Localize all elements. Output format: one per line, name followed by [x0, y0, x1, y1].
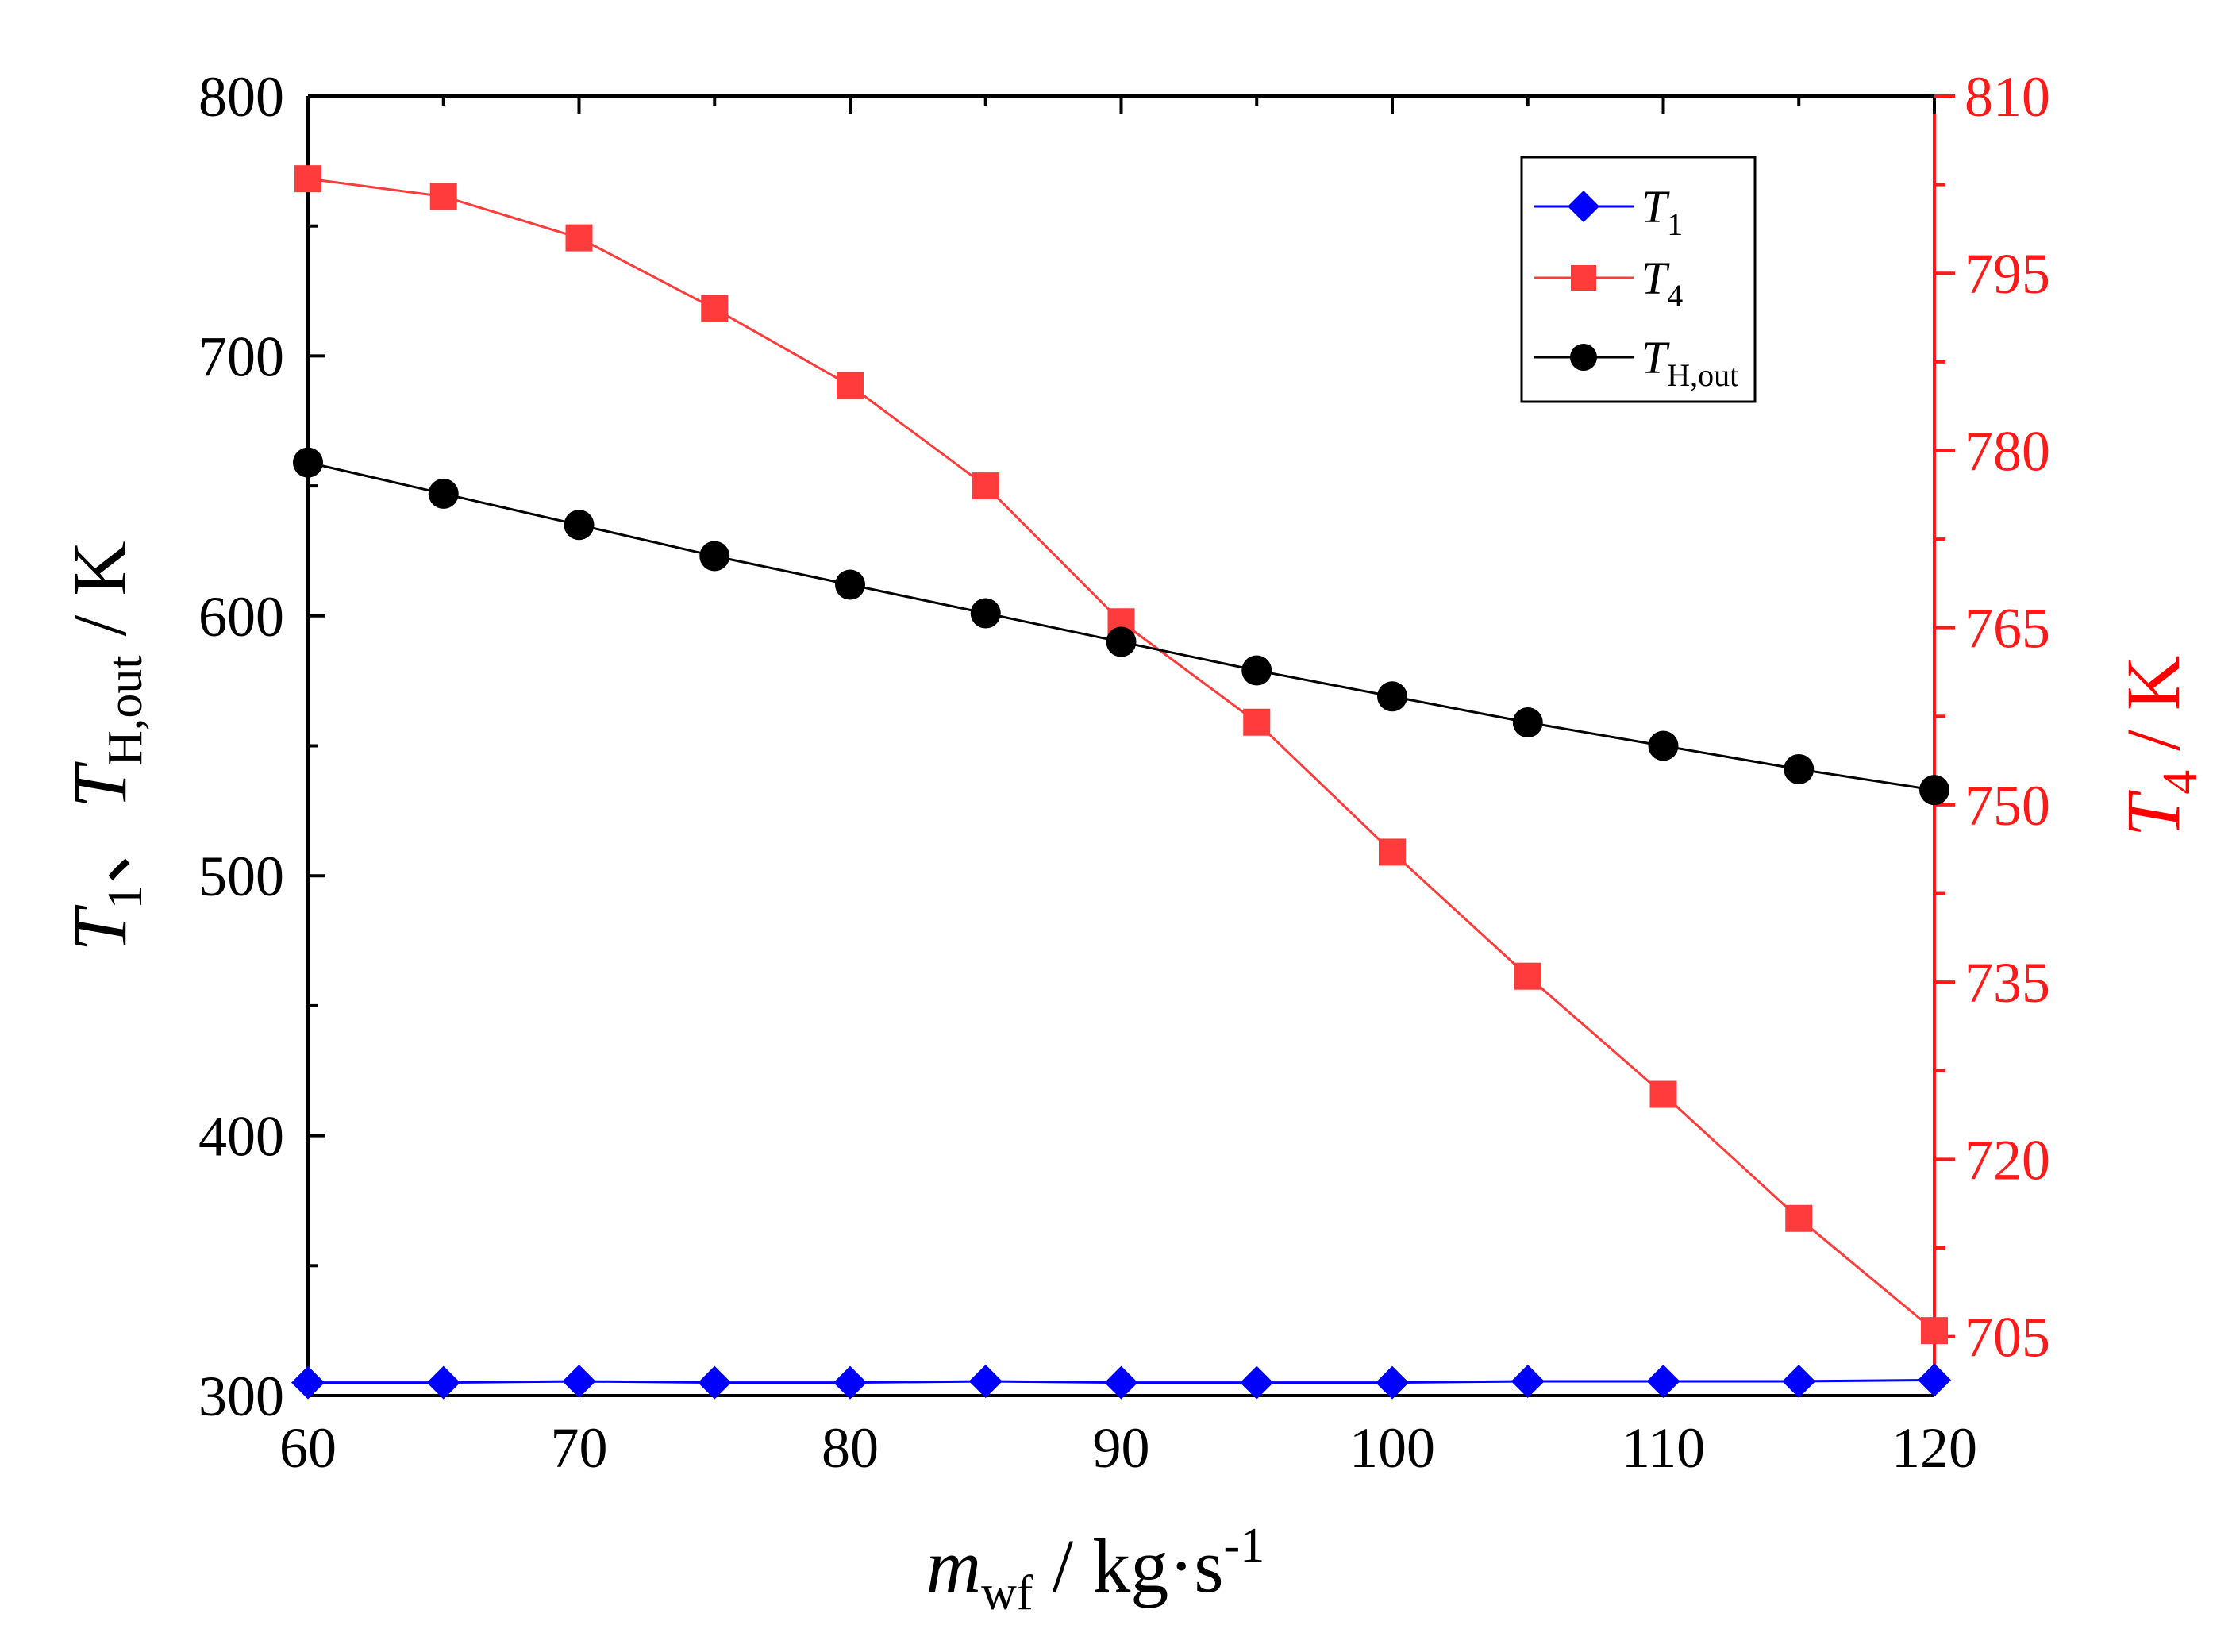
y-right-tick-label: 810	[1965, 65, 2050, 129]
legend-label: T4	[1641, 252, 1683, 314]
x-tick-label: 60	[279, 1416, 337, 1480]
legend-label-sub: 1	[1667, 206, 1683, 242]
y-left-title-unit: / K	[57, 541, 142, 655]
legend-label-main: T	[1641, 252, 1670, 304]
x-axis-title-sup: -1	[1224, 1519, 1265, 1573]
data-point-4	[1514, 962, 1541, 990]
data-point-1	[1376, 1365, 1409, 1400]
data-point-4	[429, 183, 457, 210]
data-point-1	[1240, 1365, 1274, 1400]
y-left-title-t1: T	[57, 904, 142, 952]
y-left-tick-label: 800	[198, 65, 284, 129]
y-right-title-sub: 4	[2153, 770, 2207, 795]
legend-marker-circle	[1570, 344, 1597, 371]
data-point-4	[1379, 838, 1406, 866]
data-point-4	[1243, 708, 1271, 736]
y-left-title-th: T	[57, 761, 142, 808]
legend-label: T1	[1641, 181, 1683, 242]
data-point-H-out	[1106, 626, 1137, 657]
data-point-H-out	[428, 478, 459, 509]
x-axis-title-sub: wf	[981, 1566, 1033, 1620]
x-axis-title: mwf / kg·s-1	[926, 1519, 1264, 1620]
data-point-1	[562, 1364, 596, 1398]
y-right-title-unit: / K	[2111, 656, 2196, 770]
y-right-tick-label: 795	[1965, 242, 2050, 306]
data-point-H-out	[564, 510, 595, 541]
y-right-tick-label: 735	[1965, 951, 2050, 1015]
data-point-H-out	[1377, 681, 1407, 712]
legend-label-main: T	[1641, 332, 1670, 383]
y-left-tick-label: 400	[198, 1105, 284, 1169]
x-tick-label: 100	[1349, 1416, 1435, 1480]
data-point-H-out	[970, 598, 1001, 629]
x-tick-label: 110	[1622, 1416, 1705, 1480]
data-point-4	[294, 165, 321, 193]
legend-marker-diamond	[1568, 191, 1599, 222]
data-point-4	[565, 224, 593, 252]
data-point-H-out	[1512, 707, 1543, 738]
data-point-1	[1782, 1364, 1816, 1398]
y-right-tick-label: 720	[1965, 1128, 2050, 1192]
legend-label-sub: H,out	[1667, 357, 1738, 393]
x-tick-label: 80	[822, 1416, 879, 1480]
y-left-tick-label: 700	[198, 325, 284, 388]
y-left-tick-label: 300	[198, 1365, 284, 1428]
data-point-4	[701, 295, 729, 322]
y-left-tick-label: 600	[198, 585, 284, 649]
y-right-tick-label: 780	[1965, 419, 2050, 483]
data-point-H-out	[1919, 775, 1949, 806]
data-point-H-out	[1784, 753, 1815, 784]
data-point-4	[972, 472, 999, 500]
legend-marker-square	[1571, 265, 1596, 291]
data-point-4	[1649, 1080, 1677, 1108]
data-point-1	[1104, 1365, 1138, 1400]
x-tick-label: 120	[1892, 1416, 1977, 1480]
x-axis-title-unit: / kg·s	[1033, 1523, 1224, 1608]
y-left-title-t1-sub: 1	[98, 884, 152, 909]
data-point-1	[426, 1365, 460, 1400]
y-right-tick-label: 765	[1965, 597, 2050, 660]
data-point-H-out	[1648, 730, 1679, 761]
data-point-1	[833, 1365, 867, 1400]
data-point-H-out	[1241, 655, 1272, 686]
y-right-title-main: T	[2111, 789, 2196, 837]
y-left-title-th-sub: H,out	[98, 655, 152, 766]
legend-label: TH,out	[1641, 332, 1738, 393]
y-left-title-separator: 、	[57, 808, 142, 884]
y-left-axis-title: T1、TH,out / K	[57, 541, 152, 951]
data-point-1	[968, 1364, 1003, 1398]
data-point-4	[837, 372, 864, 399]
data-point-1	[1646, 1364, 1680, 1398]
data-point-4	[1921, 1317, 1948, 1345]
data-point-1	[698, 1365, 732, 1400]
data-point-H-out	[699, 541, 730, 572]
legend-label-main: T	[1641, 181, 1670, 233]
x-tick-label: 70	[551, 1416, 608, 1480]
data-point-1	[1918, 1363, 1951, 1397]
data-point-1	[1511, 1364, 1545, 1398]
y-left-tick-label: 500	[198, 845, 284, 908]
y-right-tick-label: 705	[1965, 1306, 2050, 1369]
legend-label-sub: 4	[1667, 278, 1683, 314]
x-tick-label: 90	[1093, 1416, 1150, 1480]
data-point-4	[1785, 1204, 1813, 1232]
data-point-H-out	[835, 569, 865, 600]
y-right-tick-label: 750	[1965, 774, 2050, 838]
x-axis-title-main: m	[926, 1523, 981, 1608]
data-point-H-out	[293, 447, 323, 478]
legend-box	[1520, 156, 1757, 403]
y-right-axis-title: T4 / K	[2111, 656, 2207, 837]
data-point-1	[291, 1365, 325, 1400]
